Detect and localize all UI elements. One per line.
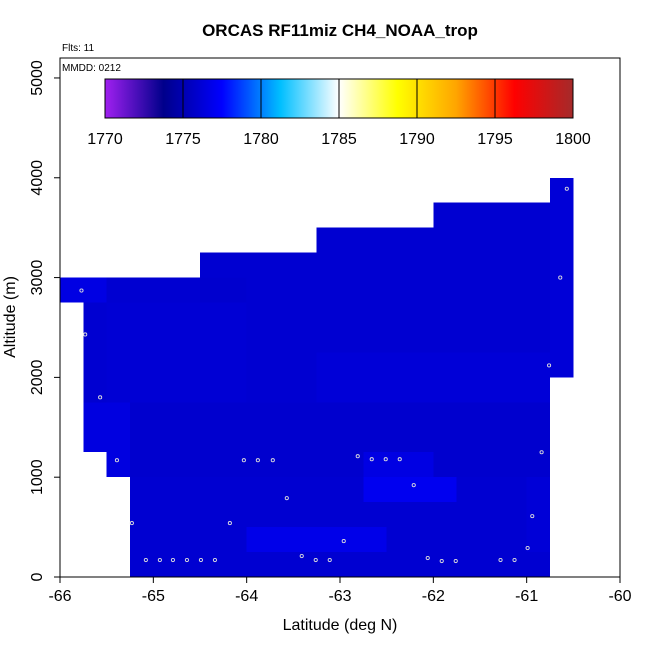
x-tick-label: -61: [515, 588, 538, 605]
y-tick-label: 5000: [29, 60, 46, 96]
x-tick-label: -63: [328, 588, 351, 605]
flight-point: [512, 557, 517, 563]
flight-point: [83, 332, 88, 337]
flight-point: [79, 288, 84, 293]
heatmap-cell: [83, 302, 107, 403]
flight-point: [198, 557, 203, 563]
x-tick-label: -66: [48, 588, 71, 605]
heatmap-cell: [363, 477, 457, 503]
date-label: MMDD: 0212: [62, 63, 121, 74]
flight-point: [383, 457, 388, 462]
heatmap-cell: [246, 527, 387, 553]
flight-point: [558, 275, 563, 280]
heatmap-cell: [316, 352, 550, 403]
heatmap-cell: [106, 277, 200, 303]
heatmap-cell: [200, 277, 247, 303]
heatmap-cell: [363, 452, 434, 478]
y-axis-label: Altitude (m): [2, 276, 19, 358]
y-axis: 0 1000 2000 3000 4000 5000: [29, 60, 60, 581]
flight-points: [79, 186, 569, 564]
heatmap-cell: [526, 477, 550, 553]
flight-point: [98, 395, 103, 400]
x-axis: -66 -65 -64 -63 -62 -61 -60: [48, 577, 632, 605]
heatmap-cell: [433, 202, 550, 228]
flight-point: [170, 557, 175, 563]
y-tick-label: 2000: [29, 359, 46, 395]
flight-point: [157, 557, 162, 563]
colorbar: 1770 1775 1780 1785 1790 1795 1800: [87, 78, 591, 148]
colorbar-tick-label: 1800: [555, 131, 591, 148]
flight-point: [327, 557, 332, 563]
colorbar-ticks: 1770 1775 1780 1785 1790 1795 1800: [87, 79, 591, 148]
colorbar-tick-label: 1785: [321, 131, 357, 148]
x-tick-label: -62: [422, 588, 445, 605]
flight-point: [564, 186, 569, 191]
colorbar-tick-label: 1790: [399, 131, 435, 148]
x-axis-label: Latitude (deg N): [283, 617, 398, 634]
flight-point: [241, 458, 246, 463]
flight-point: [313, 557, 318, 563]
flight-point: [255, 458, 260, 463]
chart-title: ORCAS RF11miz CH4_NOAA_trop: [202, 21, 478, 40]
colorbar-tick-label: 1795: [477, 131, 513, 148]
flight-point: [270, 458, 275, 463]
colorbar-tick-label: 1775: [165, 131, 201, 148]
flight-point: [411, 483, 416, 488]
y-tick-label: 4000: [29, 160, 46, 196]
flight-point: [114, 458, 119, 463]
flight-point: [212, 557, 217, 563]
x-tick-label: -64: [235, 588, 258, 605]
heatmap-cell: [246, 277, 317, 403]
flight-point: [355, 454, 360, 459]
flight-point: [539, 450, 544, 455]
y-tick-label: 0: [29, 572, 46, 581]
y-tick-label: 3000: [29, 260, 46, 296]
flight-point: [369, 457, 374, 462]
x-tick-label: -65: [142, 588, 165, 605]
colorbar-tick-label: 1780: [243, 131, 279, 148]
flight-point: [498, 557, 503, 563]
colorbar-tick-label: 1770: [87, 131, 123, 148]
flight-point: [184, 557, 189, 563]
flight-point: [129, 521, 134, 526]
flight-point: [453, 558, 458, 564]
flight-point: [547, 363, 552, 368]
heatmap-cell: [106, 302, 200, 403]
heatmap-cell: [200, 302, 247, 403]
heatmap-cell: [200, 252, 317, 278]
y-tick-label: 1000: [29, 459, 46, 495]
x-tick-label: -60: [608, 588, 631, 605]
flight-point: [299, 553, 304, 559]
flight-point: [425, 555, 430, 561]
heatmap-cell: [83, 402, 130, 453]
flight-point: [525, 546, 530, 551]
flight-point: [284, 496, 289, 501]
heatmap-cell: [130, 402, 550, 478]
flight-point: [439, 558, 444, 564]
heatmap-cell: [106, 452, 130, 478]
flight-point: [143, 557, 148, 563]
flight-point: [341, 539, 346, 544]
heatmap-cells: [60, 177, 574, 577]
flight-point: [397, 457, 402, 462]
heatmap-cell: [316, 227, 550, 353]
flight-point: [227, 521, 232, 526]
flights-count-label: Flts: 11: [62, 43, 94, 54]
flight-point: [530, 514, 535, 519]
